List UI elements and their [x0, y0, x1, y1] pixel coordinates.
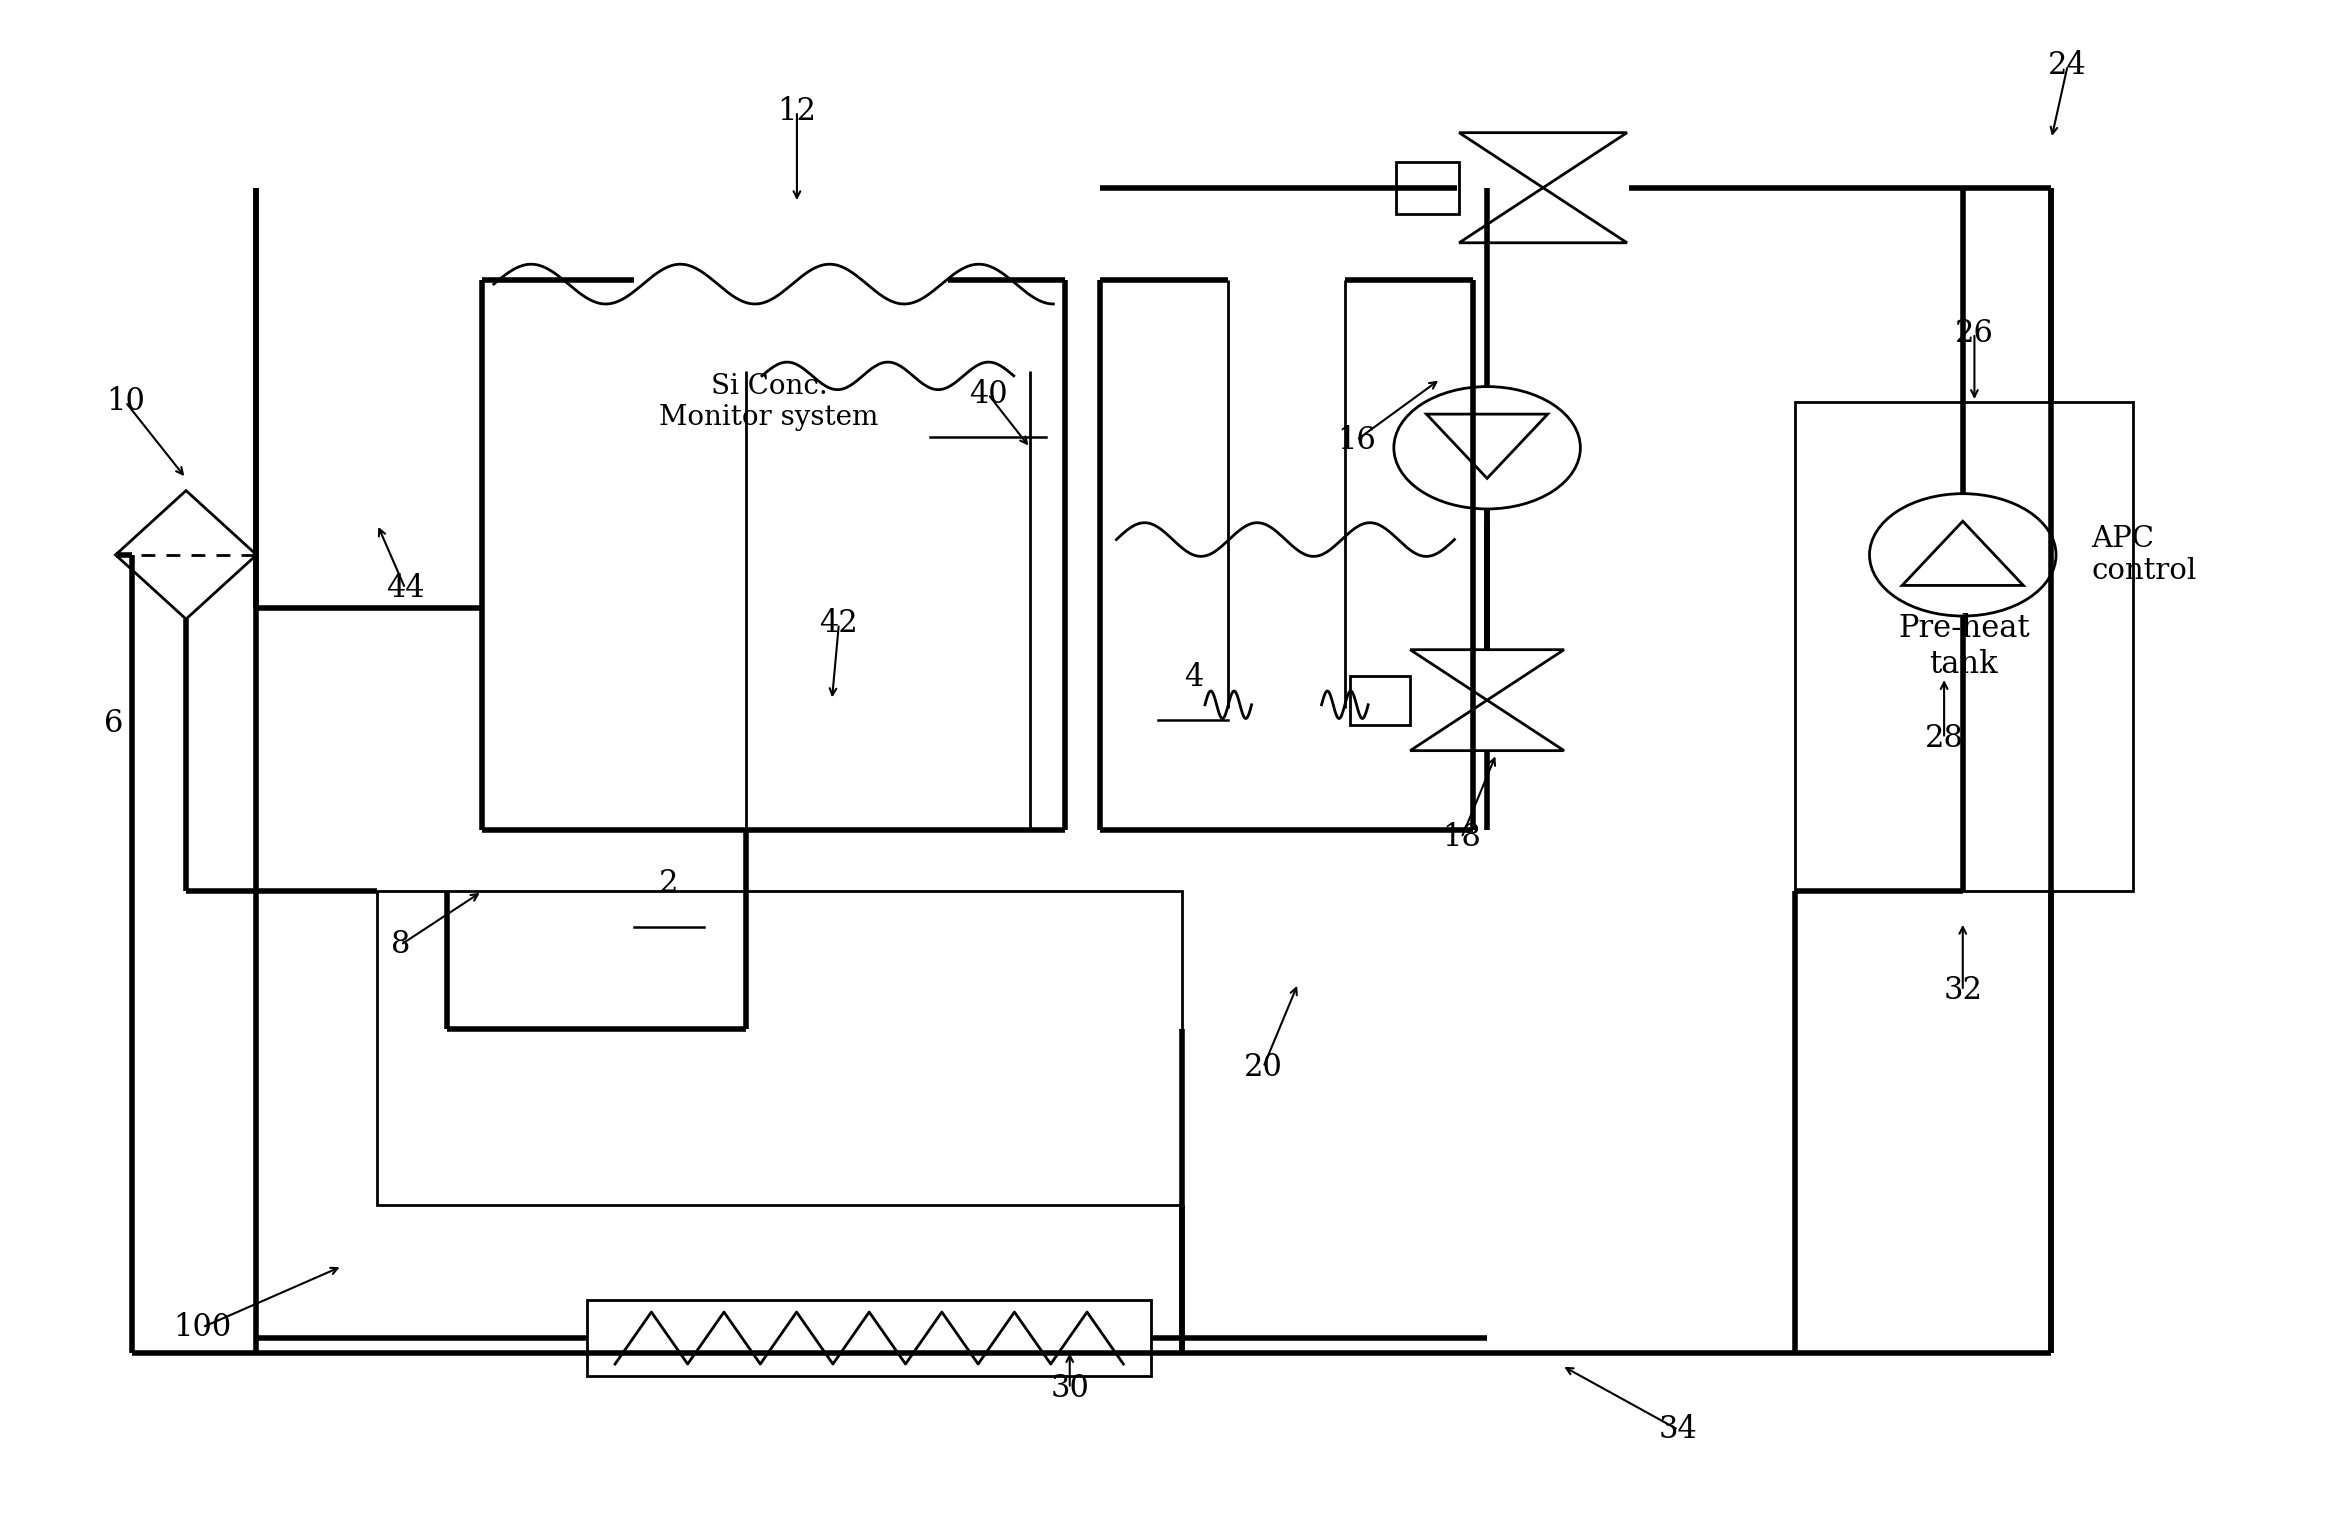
- Text: APC
control: APC control: [2092, 524, 2197, 584]
- Text: 18: 18: [1441, 823, 1481, 854]
- Text: 40: 40: [969, 378, 1009, 409]
- Text: 12: 12: [777, 95, 817, 126]
- Text: 24: 24: [2048, 49, 2087, 82]
- Text: 26: 26: [1954, 317, 1994, 349]
- Text: 8: 8: [391, 929, 410, 960]
- Text: 2: 2: [660, 869, 679, 900]
- Text: 34: 34: [1659, 1415, 1699, 1446]
- Text: 20: 20: [1245, 1052, 1282, 1083]
- Text: 100: 100: [173, 1312, 232, 1343]
- Text: 6: 6: [103, 707, 124, 738]
- Text: 30: 30: [1051, 1373, 1088, 1404]
- Text: 44: 44: [386, 574, 424, 604]
- Text: 32: 32: [1942, 975, 1982, 1006]
- Text: Pre-heat
tank: Pre-heat tank: [1898, 614, 2029, 680]
- Text: 42: 42: [819, 608, 859, 640]
- Text: 10: 10: [105, 386, 145, 417]
- Text: 16: 16: [1336, 424, 1376, 455]
- Text: 4: 4: [1184, 661, 1203, 692]
- Text: Si Conc.
Monitor system: Si Conc. Monitor system: [660, 372, 878, 431]
- Text: 28: 28: [1926, 723, 1963, 754]
